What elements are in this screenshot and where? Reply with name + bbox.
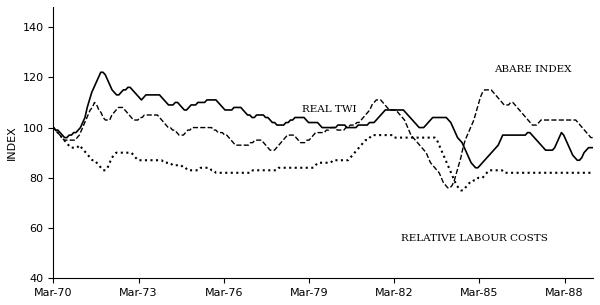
Y-axis label: INDEX: INDEX (7, 125, 17, 160)
Text: ABARE INDEX: ABARE INDEX (494, 65, 571, 74)
Text: REAL TWI: REAL TWI (302, 106, 356, 114)
Text: RELATIVE LABOUR COSTS: RELATIVE LABOUR COSTS (401, 234, 548, 243)
